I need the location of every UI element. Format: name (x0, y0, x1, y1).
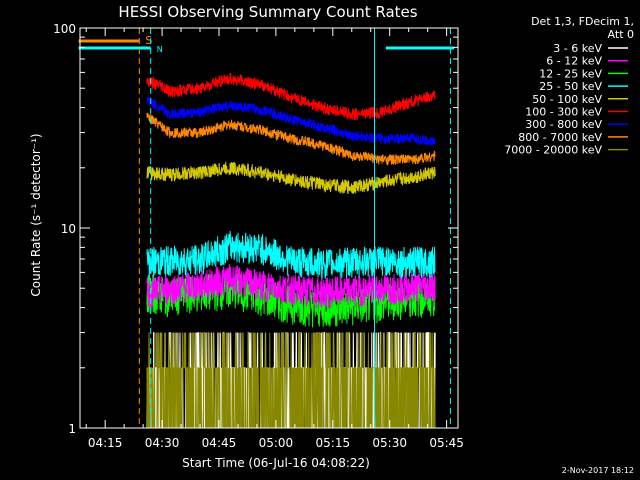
night-label: N (157, 45, 163, 54)
x-tick-label: 04:30 (145, 436, 180, 450)
x-tick-label: 05:45 (429, 436, 464, 450)
series-line-300-800-kev (146, 96, 436, 146)
x-axis-label: Start Time (06-Jul-16 04:08:22) (182, 456, 370, 470)
legend-label-50-100-kev: 50 - 100 keV (532, 93, 602, 106)
y-axis-label: Count Rate (s⁻¹ detector⁻¹) (29, 133, 43, 296)
legend-label-3-6-kev: 3 - 6 keV (553, 42, 602, 55)
legend-header-line-2: Att 0 (608, 28, 634, 41)
x-tick-label: 04:15 (88, 436, 123, 450)
y-tick-label: 100 (53, 22, 76, 36)
legend-label-12-25-kev: 12 - 25 keV (539, 67, 602, 80)
legend-header-line-1: Det 1,3, FDecim 1, (531, 15, 634, 28)
footer-date: 2-Nov-2017 18:12 (562, 466, 634, 475)
plot-layer: SN (78, 28, 455, 429)
x-tick-label: 05:30 (372, 436, 407, 450)
series-line-6-12-kev (146, 264, 436, 310)
legend-label-25-50-kev: 25 - 50 keV (539, 80, 602, 93)
series-line-50-100-kev (146, 161, 436, 195)
chart-title: HESSI Observing Summary Count Rates (118, 3, 417, 21)
legend-label-300-800-kev: 300 - 800 keV (525, 118, 602, 131)
legend-label-800-7000-kev: 800 - 7000 keV (518, 131, 602, 144)
x-tick-label: 04:45 (202, 436, 237, 450)
series-line-800-7000-kev (146, 112, 436, 166)
legend-label-6-12-kev: 6 - 12 keV (546, 55, 602, 68)
x-tick-label: 05:00 (259, 436, 294, 450)
legend-label-100-300-kev: 100 - 300 keV (525, 106, 602, 119)
y-tick-label: 10 (61, 222, 76, 236)
x-tick-label: 05:15 (316, 436, 351, 450)
axis-layer: 04:15 04:30 04:45 05:00 05:15 05:30 05:45 1 10 10… (53, 22, 464, 450)
series-line-25-50-kev (146, 230, 436, 280)
y-tick-label: 1 (68, 422, 76, 436)
legend-label-7000-20000-kev: 7000 - 20000 keV (504, 144, 602, 157)
series-line-100-300-kev (146, 72, 436, 121)
saa-label: S (145, 34, 152, 47)
